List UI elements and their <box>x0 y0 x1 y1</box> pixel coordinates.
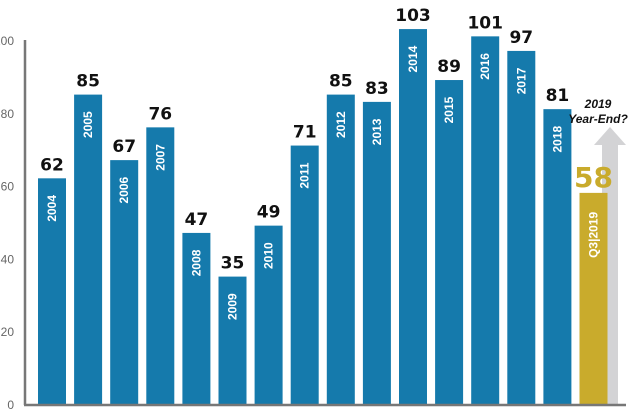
data-label: 83 <box>365 79 389 99</box>
category-label: Q3|2019 <box>587 212 601 258</box>
bar <box>399 29 427 406</box>
data-label: 81 <box>546 86 570 106</box>
bar <box>146 127 175 406</box>
data-label: 71 <box>293 123 317 143</box>
category-label: 2013 <box>370 118 384 145</box>
category-label: 2015 <box>442 96 456 123</box>
category-label: 2007 <box>153 144 167 171</box>
y-tick-label: 100 <box>0 34 14 48</box>
bar <box>38 178 66 405</box>
bar <box>110 160 139 405</box>
data-label: 62 <box>40 155 64 175</box>
bar <box>218 276 247 405</box>
y-tick-label: 80 <box>1 107 15 121</box>
bar <box>254 225 283 405</box>
data-label: 103 <box>395 6 431 26</box>
data-label: 76 <box>148 104 172 124</box>
category-label: 2009 <box>226 293 240 320</box>
category-label: 2018 <box>550 125 564 152</box>
category-label: 2004 <box>45 195 59 222</box>
category-label: 2012 <box>334 111 348 138</box>
y-tick-label: 20 <box>1 325 15 339</box>
data-label: 58 <box>574 161 613 194</box>
data-label: 35 <box>221 254 245 274</box>
category-label: 2017 <box>514 67 528 94</box>
category-label: 2010 <box>262 242 276 269</box>
data-label: 47 <box>185 210 209 230</box>
bar <box>471 36 500 406</box>
data-label: 67 <box>112 137 136 157</box>
data-label: 101 <box>467 13 503 33</box>
annotation-line2: Year-End? <box>568 112 628 126</box>
bar <box>579 192 608 405</box>
data-label: 49 <box>257 203 281 223</box>
category-label: 2014 <box>406 45 420 72</box>
annotation-line1: 2019 <box>584 97 612 111</box>
category-label: 2008 <box>189 249 203 276</box>
bar <box>543 109 572 405</box>
bar <box>435 80 464 405</box>
data-label: 85 <box>76 72 100 92</box>
bar <box>182 232 211 405</box>
bar <box>290 145 319 405</box>
bar <box>362 101 391 405</box>
y-tick-label: 40 <box>1 252 15 266</box>
y-tick-label: 60 <box>1 180 15 194</box>
y-tick-label: 0 <box>7 398 14 412</box>
data-label: 97 <box>509 28 533 48</box>
data-label: 89 <box>437 57 461 77</box>
category-label: 2006 <box>117 176 131 203</box>
category-label: 2016 <box>478 53 492 80</box>
data-label: 85 <box>329 72 353 92</box>
bar <box>74 94 103 405</box>
bar <box>326 94 355 405</box>
category-label: 2005 <box>81 111 95 138</box>
bar <box>507 50 536 406</box>
category-label: 2011 <box>298 162 312 188</box>
